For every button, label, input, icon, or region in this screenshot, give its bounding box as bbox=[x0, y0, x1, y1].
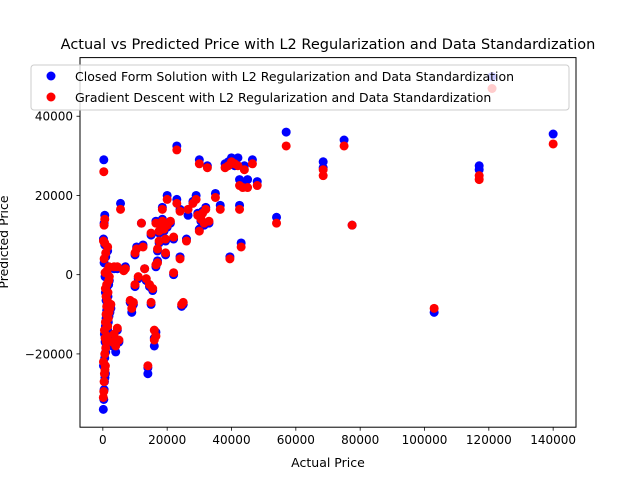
gradient-descent-point bbox=[272, 218, 282, 228]
x-axis-ticks: 0 20000 40000 60000 80000 100000 120000 140000 bbox=[99, 427, 576, 447]
gradient-descent-point bbox=[136, 218, 146, 228]
gradient-descent-point bbox=[151, 331, 161, 341]
y-tick-label: 20000 bbox=[35, 189, 73, 203]
plot-frame bbox=[79, 57, 577, 428]
gradient-descent-point bbox=[146, 297, 156, 307]
legend-label-closed-form: Closed Form Solution with L2 Regularizat… bbox=[75, 69, 514, 84]
gradient-descent-point bbox=[98, 357, 108, 367]
gradient-descent-point bbox=[215, 204, 225, 214]
gradient-descent-point bbox=[239, 165, 249, 175]
y-tick-label: 40000 bbox=[35, 110, 73, 124]
x-tick-label: 120000 bbox=[466, 433, 512, 447]
gradient-descent-point bbox=[233, 161, 243, 171]
gradient-descent-point bbox=[474, 175, 484, 185]
gradient-descent-point bbox=[153, 244, 163, 254]
gradient-descent-point bbox=[99, 167, 109, 177]
gradient-descent-point bbox=[146, 228, 156, 238]
gradient-descent-point bbox=[225, 254, 235, 264]
y-tick-label: 0 bbox=[65, 268, 73, 282]
closed-form-point bbox=[548, 129, 558, 139]
gradient-descent-point bbox=[99, 377, 109, 387]
legend-box bbox=[30, 64, 570, 111]
y-tick-label: −20000 bbox=[25, 347, 73, 361]
gradient-descent-point bbox=[112, 323, 122, 333]
gradient-descent-point bbox=[172, 145, 182, 155]
x-tick-label: 0 bbox=[99, 433, 107, 447]
closed-form-point bbox=[243, 175, 253, 185]
gradient-descent-point bbox=[169, 232, 179, 242]
gradient-descent-point bbox=[172, 198, 182, 208]
gradient-descent-point bbox=[162, 194, 172, 204]
gradient-descent-point bbox=[204, 216, 214, 226]
gradient-descent-point bbox=[140, 264, 150, 274]
gradient-descent-point bbox=[138, 242, 148, 252]
x-tick-label: 60000 bbox=[277, 433, 315, 447]
gradient-descent-point bbox=[161, 234, 171, 244]
chart-title: Actual vs Predicted Price with L2 Regula… bbox=[61, 37, 596, 53]
gradient-descent-point bbox=[175, 254, 185, 264]
gradient-descent-point bbox=[120, 264, 130, 274]
gradient-descent-point bbox=[191, 194, 201, 204]
x-tick-label: 80000 bbox=[341, 433, 379, 447]
gradient-descent-point bbox=[236, 242, 246, 252]
gradient-descent-point bbox=[183, 204, 193, 214]
legend-marker-closed-form bbox=[46, 71, 56, 81]
gradient-descent-point bbox=[247, 159, 257, 169]
gradient-descent-point bbox=[429, 303, 439, 313]
legend-marker-gradient-descent bbox=[46, 92, 56, 102]
gradient-descent-point bbox=[339, 141, 349, 151]
gradient-descent-point bbox=[112, 262, 122, 272]
gradient-descent-point bbox=[202, 163, 212, 173]
gradient-descent-point bbox=[194, 226, 204, 236]
x-tick-label: 20000 bbox=[148, 433, 186, 447]
gradient-descent-point bbox=[318, 171, 328, 181]
gradient-descent-point bbox=[153, 258, 163, 268]
gradient-descent-point bbox=[100, 214, 110, 224]
gradient-descent-point bbox=[347, 220, 357, 230]
closed-form-point bbox=[98, 404, 108, 414]
y-axis-label: Predicted Price bbox=[0, 195, 11, 288]
gradient-descent-point bbox=[128, 297, 138, 307]
gradient-descent-point bbox=[235, 204, 245, 214]
gradient-descent-point bbox=[99, 387, 109, 397]
gradient-descent-point bbox=[157, 204, 167, 214]
x-tick-label: 140000 bbox=[530, 433, 576, 447]
gradient-descent-point bbox=[181, 236, 191, 246]
x-tick-label: 40000 bbox=[212, 433, 250, 447]
gradient-descent-point bbox=[148, 284, 158, 294]
gradient-descent-point bbox=[116, 204, 126, 214]
gradient-descent-point bbox=[175, 206, 185, 216]
x-tick-label: 100000 bbox=[402, 433, 448, 447]
gradient-descent-point bbox=[114, 335, 124, 345]
gradient-descent-point bbox=[243, 183, 253, 193]
legend: Closed Form Solution with L2 Regularizat… bbox=[30, 64, 570, 111]
gradient-descent-point bbox=[252, 181, 262, 191]
legend-label-gradient-descent: Gradient Descent with L2 Regularization … bbox=[75, 90, 491, 105]
gradient-descent-point bbox=[169, 268, 179, 278]
gradient-descent-point bbox=[201, 204, 211, 214]
gradient-descent-point bbox=[548, 139, 558, 149]
gradient-descent-point bbox=[194, 159, 204, 169]
gradient-descent-point bbox=[165, 216, 175, 226]
points-layer bbox=[98, 72, 558, 414]
gradient-descent-point bbox=[143, 361, 153, 371]
gradient-descent-point bbox=[178, 297, 188, 307]
closed-form-point bbox=[99, 155, 109, 165]
gradient-descent-point bbox=[161, 248, 171, 258]
gradient-descent-point bbox=[130, 280, 140, 290]
gradient-descent-point bbox=[281, 141, 291, 151]
y-axis-ticks: −20000 0 20000 40000 bbox=[25, 110, 80, 361]
gradient-descent-point bbox=[133, 272, 143, 282]
gradient-descent-point bbox=[210, 192, 220, 202]
closed-form-point bbox=[281, 127, 291, 137]
x-axis-label: Actual Price bbox=[291, 455, 365, 470]
gradient-descent-point bbox=[98, 236, 108, 246]
